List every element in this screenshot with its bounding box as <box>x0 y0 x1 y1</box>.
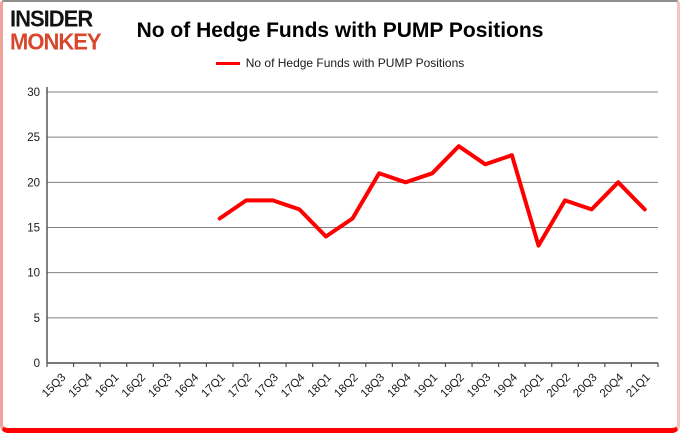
chart-title: No of Hedge Funds with PUMP Positions <box>136 19 544 42</box>
y-tick-label: 5 <box>34 313 40 325</box>
y-tick-label: 0 <box>34 358 40 370</box>
x-tick-label: 19Q3 <box>465 372 493 400</box>
x-tick-label: 18Q2 <box>332 372 360 400</box>
y-tick-label: 30 <box>27 87 40 99</box>
x-tick-label: 20Q4 <box>598 371 627 400</box>
x-tick-label: 18Q4 <box>385 371 414 400</box>
y-tick-label: 10 <box>27 268 40 280</box>
x-tick-label: 19Q2 <box>438 372 466 400</box>
chart-legend: No of Hedge Funds with PUMP Positions <box>3 55 677 71</box>
y-tick-label: 20 <box>27 177 40 189</box>
x-tick-label: 16Q1 <box>93 372 121 400</box>
x-tick-label: 19Q1 <box>412 372 440 400</box>
data-line <box>217 144 647 248</box>
legend-label: No of Hedge Funds with PUMP Positions <box>245 56 465 70</box>
x-tick-label: 16Q4 <box>173 371 202 400</box>
x-tick-label: 15Q4 <box>67 371 96 400</box>
x-tick-label: 20Q3 <box>571 372 599 400</box>
x-tick-label: 20Q2 <box>545 372 573 400</box>
legend-line-swatch <box>215 61 240 65</box>
x-tick-label: 18Q3 <box>359 372 387 400</box>
x-tick-label: 18Q1 <box>306 372 334 400</box>
logo-text-monkey: MONKEY <box>10 28 102 55</box>
insider-monkey-logo: INSIDER MONKEY <box>10 5 102 55</box>
x-tick-label: 17Q2 <box>226 372 254 400</box>
x-tick-label: 21Q1 <box>624 372 652 400</box>
x-tick-label: 17Q4 <box>279 371 308 400</box>
logo-text-insider: INSIDER <box>10 5 93 32</box>
x-tick-label: 20Q1 <box>518 372 546 400</box>
x-tick-label: 17Q3 <box>253 372 281 400</box>
x-tick-label: 16Q2 <box>120 372 148 400</box>
x-tick-label: 19Q4 <box>492 371 521 400</box>
x-tick-label: 16Q3 <box>146 372 174 400</box>
x-tick-label: 17Q1 <box>199 372 227 400</box>
y-tick-label: 25 <box>27 132 40 144</box>
y-tick-label: 15 <box>27 223 40 235</box>
x-tick-label: 15Q3 <box>40 372 68 400</box>
